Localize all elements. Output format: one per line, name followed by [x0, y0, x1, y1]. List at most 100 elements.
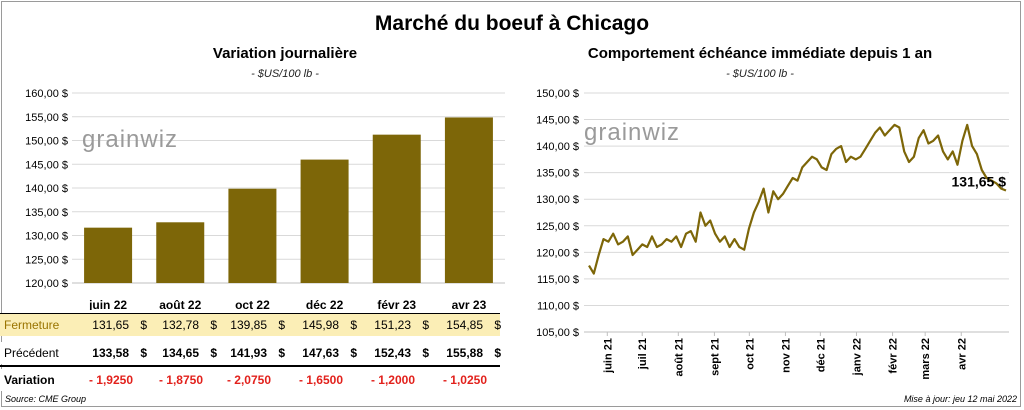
y-tick-label: 115,00 $: [537, 274, 579, 286]
cell-currency: $: [350, 346, 357, 360]
table-separator: [0, 365, 500, 367]
table-cell: - 1,8750: [141, 373, 221, 387]
y-tick-label: 135,00 $: [536, 168, 579, 180]
table-separator: [0, 313, 500, 314]
y-tick-label: 145,00 $: [25, 159, 68, 171]
table-row: Précédent 133,58 $134,65 $141,93 $147,63 $ 152…: [0, 342, 501, 364]
y-tick-label: 130,00 $: [25, 231, 68, 243]
line-chart-title: Comportement échéance immédiate depuis 1…: [587, 45, 933, 62]
cell-currency: $: [278, 318, 285, 332]
y-tick-label: 145,00 $: [536, 115, 579, 127]
watermark-logo: grainwiz: [82, 126, 178, 153]
cell-value: 133,58: [92, 346, 129, 360]
bar: [228, 188, 277, 283]
bar: [84, 227, 133, 283]
cell-value: - 1,0250: [442, 373, 488, 387]
line-chart-unit: - $US/100 lb -: [726, 68, 794, 80]
x-tick-label: août 21: [673, 338, 685, 377]
bar-chart-unit: - $US/100 lb -: [251, 68, 319, 80]
y-tick-label: 125,00 $: [536, 221, 579, 233]
table-cell: 134,65 $: [141, 346, 221, 360]
table-cell: - 2,0750: [209, 373, 289, 387]
cell-value: - 1,8750: [158, 373, 204, 387]
update-note: Mise à jour: jeu 12 mai 2022: [903, 394, 1017, 404]
x-tick-label: févr 22: [888, 338, 900, 373]
cell-currency: $: [210, 346, 217, 360]
cell-value: 139,85: [230, 318, 267, 332]
cell-value: 134,65: [162, 346, 199, 360]
table-cell: - 1,0250: [425, 373, 505, 387]
x-tick-label: avr 22: [956, 338, 968, 370]
cell-value: - 1,2000: [370, 373, 416, 387]
table-cell: 132,78 $: [141, 318, 221, 332]
cell-currency: $: [422, 346, 429, 360]
cell-value: 154,85: [446, 318, 483, 332]
cell-value: - 1,9250: [88, 373, 134, 387]
table-cell: 139,85 $: [209, 318, 289, 332]
row-label: Précédent: [4, 346, 59, 360]
bar-chart: 120,00 $ 125,00 $ 130,00 $ 135,00 $ 140,00 $…: [25, 88, 505, 310]
y-tick-label: 140,00 $: [25, 183, 68, 195]
table-cell: 154,85 $: [425, 318, 505, 332]
x-tick-label: mars 22: [920, 338, 932, 380]
bar: [444, 117, 493, 284]
cell-value: - 1,6500: [298, 373, 344, 387]
y-tick-label: 110,00 $: [537, 300, 579, 312]
bar: [372, 134, 421, 283]
y-tick-label: 125,00 $: [25, 254, 68, 266]
x-tick-label: oct 21: [744, 338, 756, 370]
cell-value: 152,43: [374, 346, 411, 360]
y-tick-label: 135,00 $: [25, 207, 68, 219]
price-line: [588, 123, 1007, 275]
watermark-logo: grainwiz: [584, 119, 680, 146]
line-chart: 105,00 $ 110,00 $ 115,00 $ 120,00 $ 125,00 $…: [536, 88, 1009, 380]
cell-value: 145,98: [302, 318, 339, 332]
cell-currency: $: [494, 346, 501, 360]
cell-currency: $: [140, 318, 147, 332]
end-value-label: 131,65 $: [952, 173, 1007, 189]
x-tick-label: janv 22: [851, 338, 863, 376]
table-cell: 141,93 $: [209, 346, 289, 360]
y-tick-label: 160,00 $: [25, 88, 68, 100]
x-category-label: août 22: [159, 298, 201, 310]
table-cell: - 1,6500: [281, 373, 361, 387]
y-tick-label: 120,00 $: [536, 247, 579, 259]
x-category-label: févr 23: [377, 298, 416, 310]
y-tick-label: 150,00 $: [536, 88, 579, 100]
table-row: Fermeture 131,65 $132,78 $139,85 $145,98 $151…: [0, 314, 501, 336]
y-tick-label: 150,00 $: [25, 136, 68, 148]
cell-currency: $: [140, 346, 147, 360]
cell-value: - 2,0750: [226, 373, 272, 387]
cell-value: 132,78: [162, 318, 199, 332]
y-tick-label: 120,00 $: [25, 278, 68, 290]
source-note: Source: CME Group: [5, 394, 87, 404]
x-tick-label: juin 21: [602, 338, 614, 374]
y-tick-label: 130,00 $: [536, 194, 579, 206]
y-tick-label: 140,00 $: [536, 141, 579, 153]
y-tick-label: 155,00 $: [25, 112, 68, 124]
cell-value: 141,93: [230, 346, 267, 360]
x-tick-label: juil 21: [637, 338, 649, 370]
cell-currency: $: [422, 318, 429, 332]
table-cell: 133,58 $: [71, 346, 151, 360]
x-category-label: avr 23: [452, 298, 487, 310]
table-cell: 155,88 $: [425, 346, 505, 360]
row-label: Variation: [4, 373, 55, 387]
table-row: Variation - 1,9250 - 1,8750 - 2,0750 - 1,650…: [0, 369, 500, 391]
x-tick-label: sept 21: [709, 338, 721, 376]
x-tick-label: déc 21: [815, 338, 827, 372]
main-title: Marché du boeuf à Chicago: [374, 12, 650, 35]
x-tick-label: nov 21: [780, 338, 792, 373]
table-cell: 147,63 $: [281, 346, 361, 360]
table-cell: 151,23 $: [353, 318, 433, 332]
cell-currency: $: [494, 318, 501, 332]
cell-currency: $: [278, 346, 285, 360]
cell-value: 151,23: [374, 318, 411, 332]
y-tick-label: 105,00 $: [536, 327, 579, 339]
x-category-label: juin 22: [88, 298, 127, 310]
x-category-label: oct 22: [235, 298, 270, 310]
bar: [300, 159, 349, 283]
table-cell: 145,98 $: [281, 318, 361, 332]
cell-value: 155,88: [446, 346, 483, 360]
row-label: Fermeture: [4, 318, 60, 332]
